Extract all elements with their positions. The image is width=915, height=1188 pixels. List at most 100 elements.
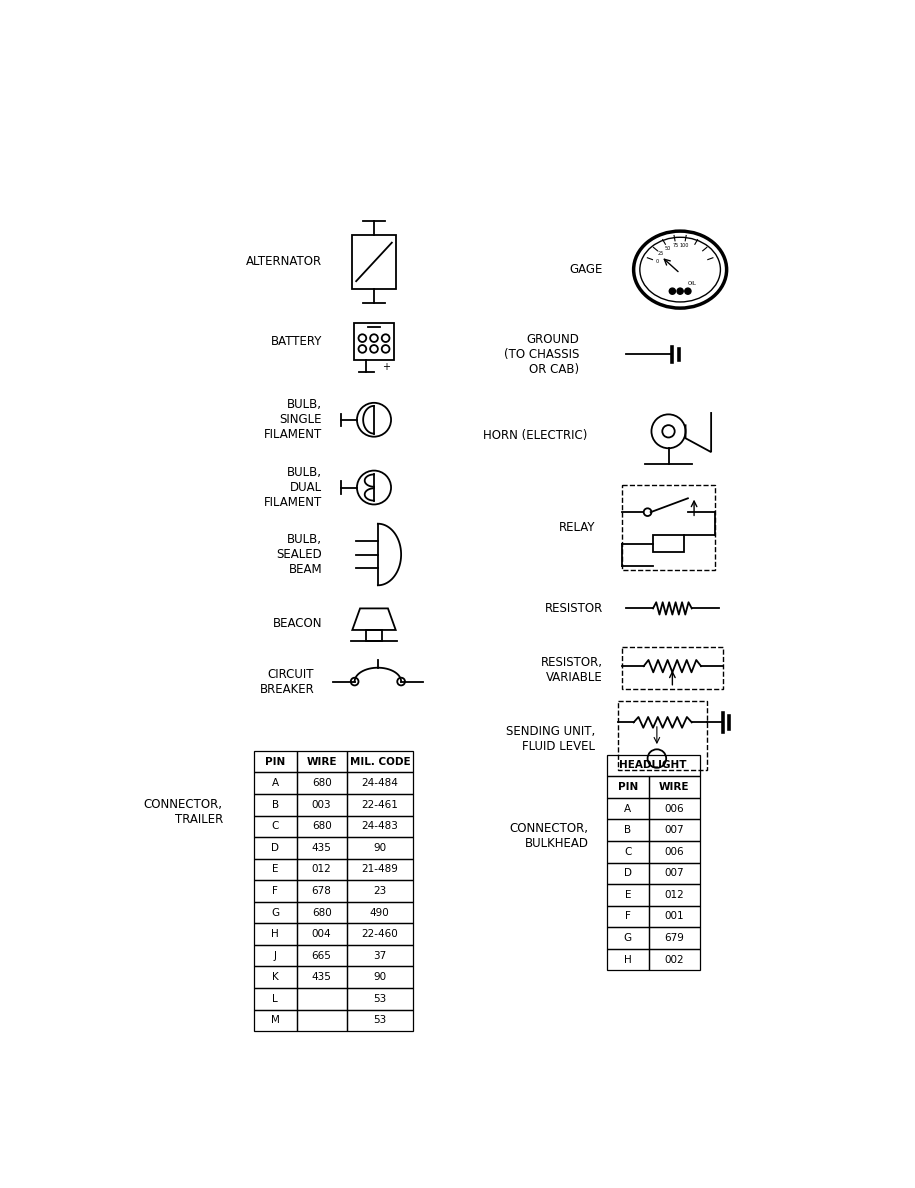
Text: 680: 680 — [312, 821, 331, 832]
Bar — [296, 880, 347, 902]
Bar — [296, 988, 347, 1010]
Text: 006: 006 — [664, 847, 684, 857]
Text: K: K — [272, 972, 278, 982]
Text: 004: 004 — [312, 929, 331, 940]
Text: 680: 680 — [312, 908, 331, 917]
Text: 53: 53 — [373, 994, 386, 1004]
Text: A: A — [272, 778, 279, 788]
Text: 24-483: 24-483 — [361, 821, 398, 832]
Bar — [347, 902, 413, 923]
Bar — [622, 647, 723, 689]
Text: BULB,
DUAL
FILAMENT: BULB, DUAL FILAMENT — [264, 466, 322, 508]
Bar — [347, 944, 413, 967]
Bar — [649, 949, 699, 971]
Text: H: H — [624, 954, 631, 965]
Text: CIRCUIT
BREAKER: CIRCUIT BREAKER — [260, 668, 315, 695]
Bar — [649, 884, 699, 905]
Bar — [296, 967, 347, 988]
Text: RESISTOR,
VARIABLE: RESISTOR, VARIABLE — [541, 656, 603, 684]
Text: D: D — [624, 868, 632, 878]
Text: 22-460: 22-460 — [361, 929, 398, 940]
Bar — [296, 1010, 347, 1031]
Text: GROUND
(TO CHASSIS
OR CAB): GROUND (TO CHASSIS OR CAB) — [504, 333, 579, 375]
Bar — [253, 838, 296, 859]
Bar — [296, 923, 347, 944]
Text: 90: 90 — [373, 972, 386, 982]
Text: BATTERY: BATTERY — [271, 335, 322, 348]
Bar — [253, 944, 296, 967]
Bar — [649, 862, 699, 884]
Text: 012: 012 — [312, 865, 331, 874]
Text: 24-484: 24-484 — [361, 778, 398, 788]
Bar — [653, 536, 684, 552]
Bar — [649, 905, 699, 927]
Text: 678: 678 — [312, 886, 331, 896]
Bar — [296, 838, 347, 859]
Bar — [347, 838, 413, 859]
Bar — [253, 859, 296, 880]
Text: J: J — [274, 950, 276, 961]
Text: RESISTOR: RESISTOR — [544, 602, 603, 615]
Bar — [347, 859, 413, 880]
Text: CONNECTOR,
TRAILER: CONNECTOR, TRAILER — [144, 798, 223, 827]
Text: 25: 25 — [658, 252, 664, 257]
Text: WIRE: WIRE — [307, 757, 337, 766]
Bar — [347, 751, 413, 772]
Text: E: E — [272, 865, 278, 874]
Bar — [607, 862, 649, 884]
Text: 680: 680 — [312, 778, 331, 788]
Text: A: A — [624, 803, 631, 814]
Text: CONNECTOR,
BULKHEAD: CONNECTOR, BULKHEAD — [510, 822, 588, 849]
Bar — [347, 988, 413, 1010]
Text: 22-461: 22-461 — [361, 800, 398, 810]
Bar — [347, 772, 413, 794]
Text: B: B — [272, 800, 279, 810]
Text: ALTERNATOR: ALTERNATOR — [246, 255, 322, 268]
Text: B: B — [624, 826, 631, 835]
Text: 0: 0 — [655, 259, 659, 264]
Text: 37: 37 — [373, 950, 386, 961]
Text: M: M — [271, 1016, 280, 1025]
Text: HEADLIGHT: HEADLIGHT — [619, 760, 687, 771]
Bar — [607, 820, 649, 841]
Bar — [296, 944, 347, 967]
Bar — [253, 988, 296, 1010]
Text: 490: 490 — [370, 908, 390, 917]
Bar — [253, 772, 296, 794]
Text: MIL. CODE: MIL. CODE — [350, 757, 410, 766]
Bar — [253, 967, 296, 988]
Text: BEACON: BEACON — [273, 618, 322, 631]
Text: PIN: PIN — [618, 782, 638, 792]
Bar — [253, 794, 296, 815]
Bar — [296, 794, 347, 815]
Text: 002: 002 — [664, 954, 684, 965]
Text: HORN (ELECTRIC): HORN (ELECTRIC) — [483, 429, 587, 442]
Bar — [607, 905, 649, 927]
Text: 75: 75 — [673, 242, 679, 248]
Bar — [366, 630, 382, 640]
Bar — [296, 859, 347, 880]
Bar — [607, 927, 649, 949]
Text: G: G — [271, 908, 279, 917]
Text: 100: 100 — [680, 242, 689, 248]
Text: 006: 006 — [664, 803, 684, 814]
Bar — [253, 1010, 296, 1031]
Bar — [649, 820, 699, 841]
Bar — [607, 776, 649, 798]
Bar — [354, 323, 394, 360]
Bar — [347, 923, 413, 944]
Bar — [649, 776, 699, 798]
Bar — [607, 841, 649, 862]
Text: H: H — [272, 929, 279, 940]
Bar — [253, 923, 296, 944]
Bar — [253, 815, 296, 838]
Bar — [607, 884, 649, 905]
Text: 90: 90 — [373, 842, 386, 853]
Text: BULB,
SEALED
BEAM: BULB, SEALED BEAM — [276, 533, 322, 576]
Bar — [649, 841, 699, 862]
Bar — [607, 949, 649, 971]
Text: +: + — [382, 362, 391, 372]
Bar — [347, 794, 413, 815]
Text: G: G — [624, 933, 632, 943]
Bar — [347, 880, 413, 902]
